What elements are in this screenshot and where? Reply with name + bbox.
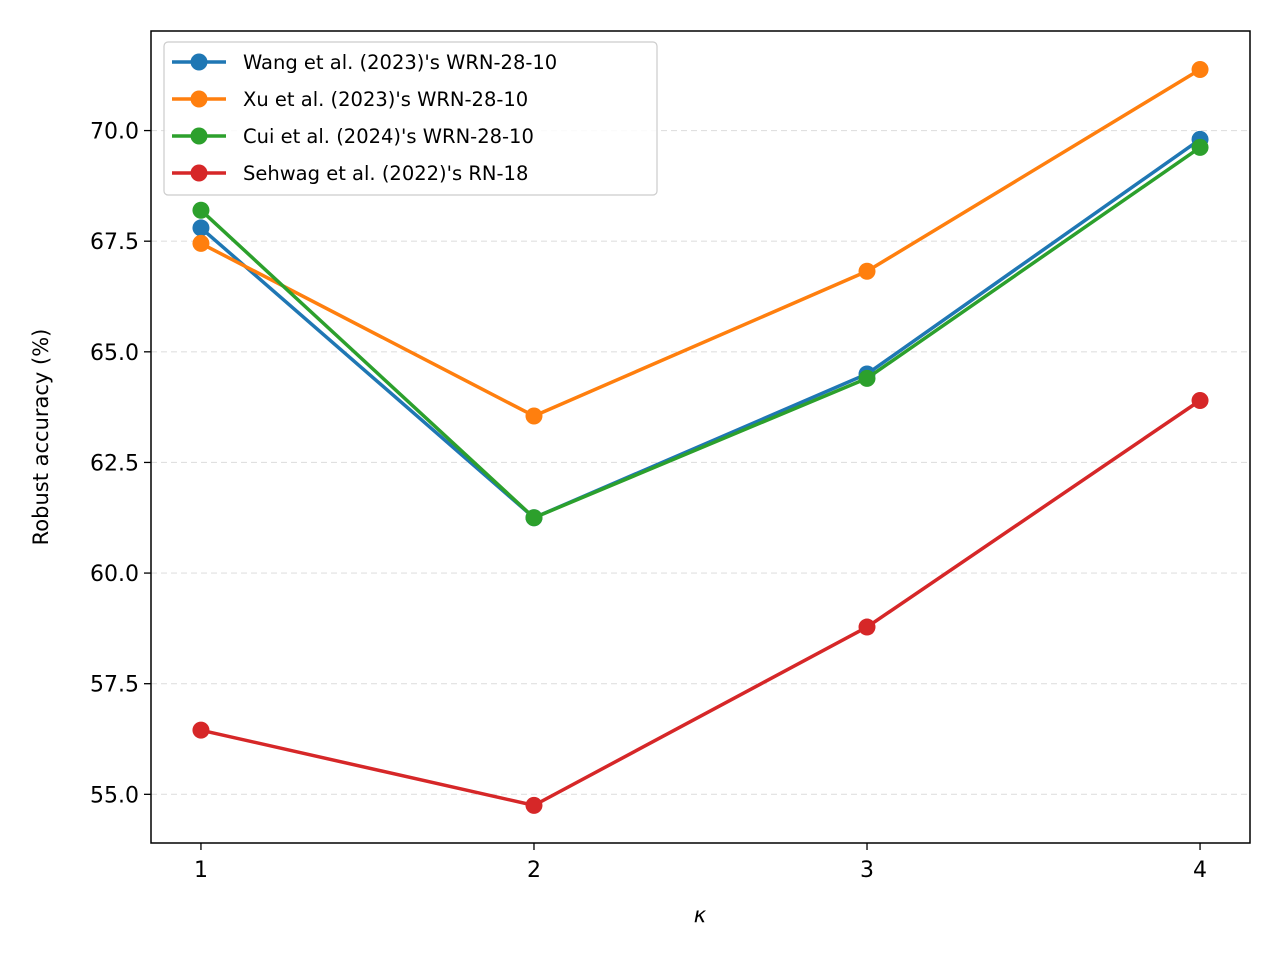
x-tick-label: 4 — [1193, 858, 1207, 883]
x-tick-label: 2 — [527, 858, 541, 883]
legend-label: Sehwag et al. (2022)'s RN-18 — [243, 162, 528, 185]
y-axis-ticks: 55.0 57.5 60.0 62.5 65.0 67.5 70.0 — [90, 120, 151, 808]
plot-area-frame — [150, 30, 1251, 844]
y-tick-label: 55.0 — [90, 783, 139, 808]
x-axis-label: κ — [694, 903, 707, 927]
legend-marker — [190, 127, 208, 145]
series-line — [199, 145, 1202, 520]
x-tick-label: 1 — [194, 858, 208, 883]
legend-marker — [190, 90, 208, 108]
data-point — [858, 262, 876, 280]
legend-item: Sehwag et al. (2022)'s RN-18 — [172, 162, 528, 185]
series-line — [200, 68, 1201, 418]
x-tick-label: 3 — [860, 858, 874, 883]
data-point — [525, 509, 543, 527]
grid-lines — [151, 129, 1250, 795]
series-line — [199, 137, 1202, 520]
y-tick-label: 70.0 — [90, 120, 139, 145]
y-tick-label: 60.0 — [90, 562, 139, 587]
legend-label: Cui et al. (2024)'s WRN-28-10 — [243, 125, 534, 148]
legend-item: Xu et al. (2023)'s WRN-28-10 — [172, 88, 528, 111]
data-point — [1191, 138, 1209, 156]
x-axis-ticks: 1 2 3 4 — [194, 843, 1207, 883]
data-point — [192, 201, 210, 219]
legend-marker — [190, 53, 208, 71]
series-4 — [192, 391, 1209, 814]
data-point — [525, 407, 543, 425]
y-tick-label: 62.5 — [90, 451, 139, 476]
series-2 — [192, 60, 1209, 425]
legend-marker — [190, 164, 208, 182]
data-point — [525, 796, 543, 814]
legend-label: Wang et al. (2023)'s WRN-28-10 — [243, 51, 557, 74]
series-line — [200, 399, 1202, 808]
data-point — [1191, 60, 1209, 78]
data-point — [192, 721, 210, 739]
y-tick-label: 65.0 — [90, 341, 139, 366]
y-tick-label: 57.5 — [90, 673, 139, 698]
series-group — [192, 60, 1209, 814]
data-point — [192, 219, 210, 237]
y-tick-label: 67.5 — [90, 230, 139, 255]
legend-frame — [163, 41, 658, 196]
data-point — [858, 618, 876, 636]
legend-item: Cui et al. (2024)'s WRN-28-10 — [172, 125, 534, 148]
legend: Wang et al. (2023)'s WRN-28-10 Xu et al. … — [163, 41, 658, 196]
legend-label: Xu et al. (2023)'s WRN-28-10 — [243, 88, 528, 111]
legend-item: Wang et al. (2023)'s WRN-28-10 — [172, 51, 557, 74]
data-point — [192, 234, 210, 252]
series-3 — [192, 138, 1209, 527]
data-point — [858, 369, 876, 387]
data-point — [1191, 391, 1209, 409]
y-axis-label: Robust accuracy (%) — [29, 329, 53, 546]
